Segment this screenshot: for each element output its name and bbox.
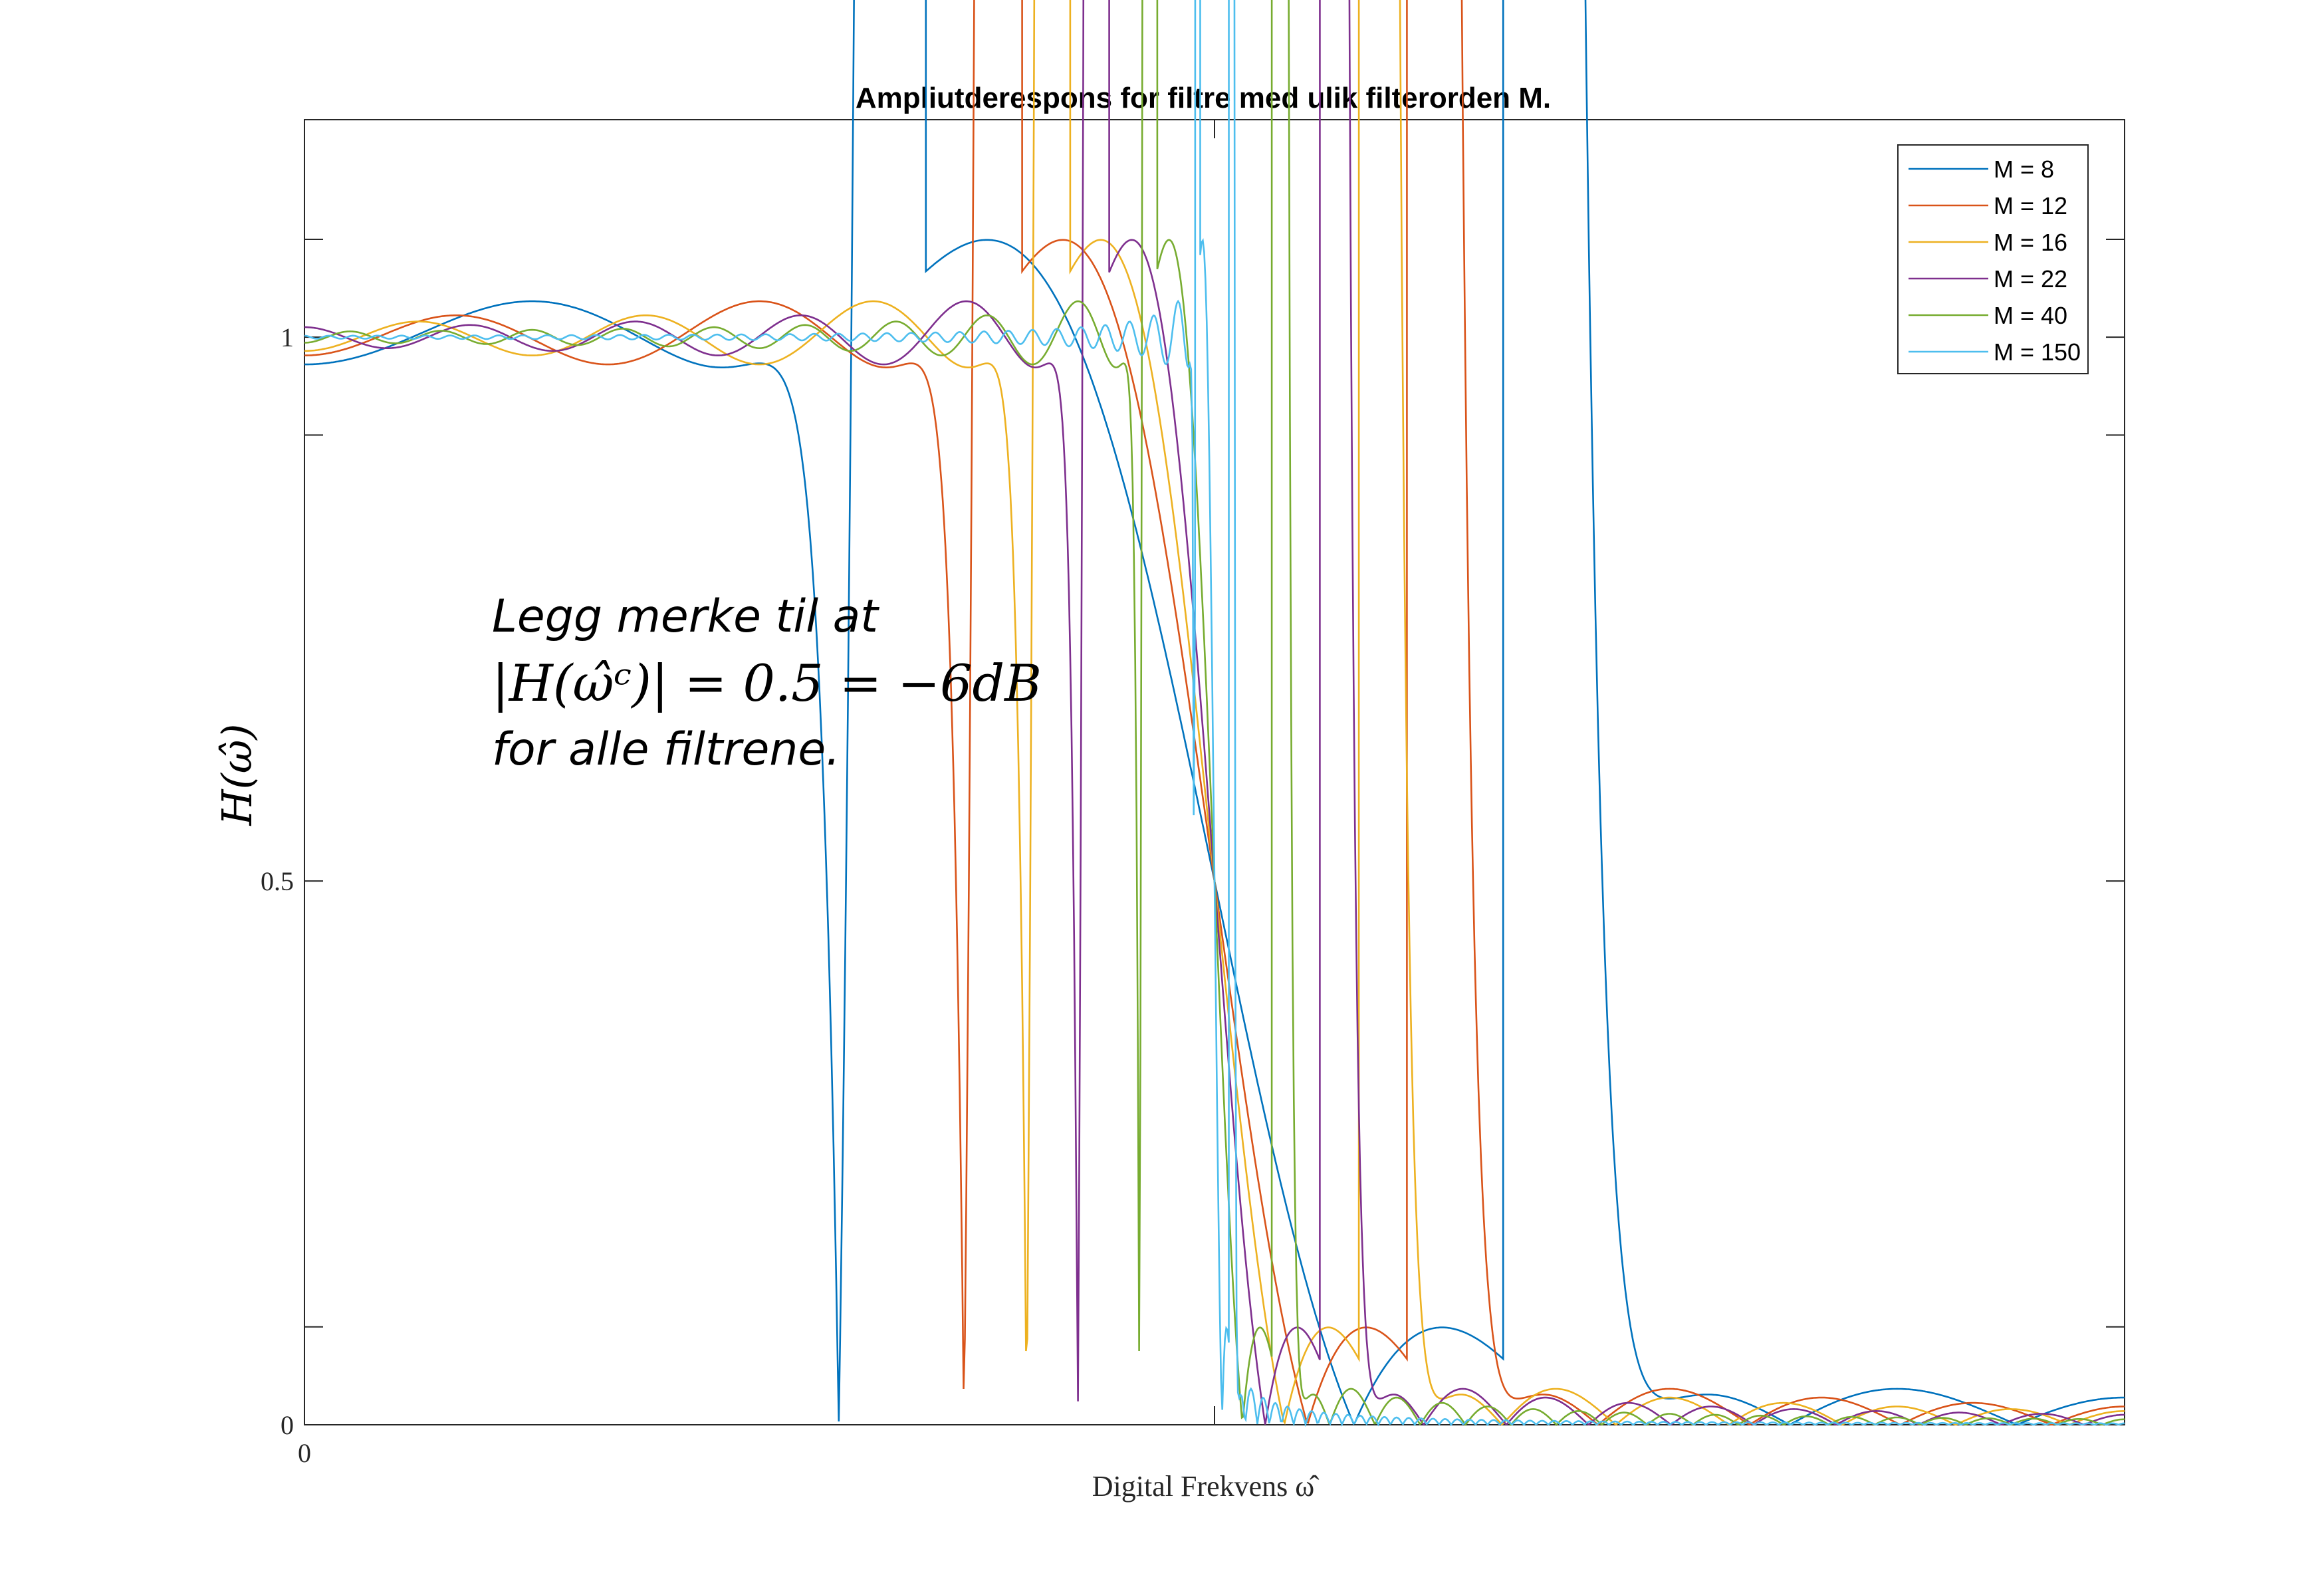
- x-axis-label: Digital Frekvens ω̂: [1092, 1470, 1319, 1503]
- legend-entry: M = 12: [1994, 192, 2067, 219]
- legend: M = 8 M = 12 M = 16 M = 22 M = 40 M = 150: [1897, 144, 2089, 374]
- legend-entry: M = 150: [1994, 338, 2081, 366]
- annotation-line-3: for alle filtrene.: [492, 723, 840, 776]
- legend-entry: M = 16: [1994, 229, 2067, 256]
- chart-title: Ampliutderespons for filtre med ulik fil…: [856, 82, 1551, 114]
- y-axis-label: H(ω̂): [213, 723, 261, 826]
- annotation-note: Legg merke til at |H(ω̂ᶜ)| = 0.5 = −6dB …: [492, 584, 1042, 783]
- legend-entry: M = 8: [1994, 156, 2054, 183]
- legend-entry: M = 22: [1994, 265, 2067, 293]
- y-tick-label: 1: [281, 322, 294, 352]
- legend-entry: M = 40: [1994, 302, 2067, 329]
- annotation-line-2: |H(ω̂ᶜ)| = 0.5 = −6dB: [492, 654, 1042, 713]
- series-line-M150: [304, 0, 2125, 1427]
- plot-area: 0 0.5 1 0: [261, 0, 2125, 1468]
- annotation-line-1: Legg merke til at: [492, 590, 878, 643]
- y-tick-label: 0: [281, 1410, 294, 1440]
- legend-box: [1897, 144, 2089, 374]
- x-tick-label: 0: [298, 1438, 311, 1468]
- y-tick-label: 0.5: [261, 866, 294, 896]
